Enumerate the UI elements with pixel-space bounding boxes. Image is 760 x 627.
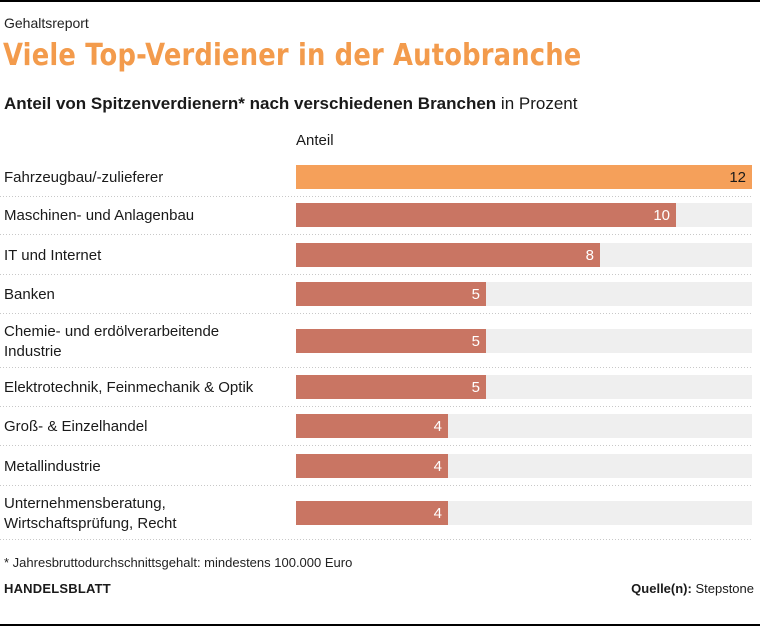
category-label: Wirtschaftsprüfung, Recht: [4, 515, 177, 532]
footnote: * Jahresbruttodurchschnittsgehalt: minde…: [4, 555, 353, 570]
bar-value-label: 8: [586, 247, 594, 264]
bar-chart: 12 Fahrzeugbau/-zulieferer 10 Maschinen- un…: [0, 165, 752, 540]
bar: [296, 282, 486, 306]
subtitle-unit: in Prozent: [496, 94, 578, 113]
column-header: Anteil: [296, 132, 334, 149]
category-label: Groß- & Einzelhandel: [4, 418, 147, 435]
subtitle-strong: Anteil von Spitzenverdienern* nach versc…: [4, 94, 497, 113]
bar-value-label: 4: [434, 505, 442, 522]
chart-title: Viele Top-Verdiener in der Autobranche: [3, 38, 582, 73]
bar-value-label: 5: [472, 379, 480, 396]
category-label: Industrie: [4, 343, 62, 360]
bar: [296, 501, 448, 525]
category-label: IT und Internet: [4, 247, 102, 264]
bottom-rule: [0, 624, 760, 626]
bar: [296, 203, 676, 227]
bar-value-label: 4: [434, 418, 442, 435]
brand-label: HANDELSBLATT: [4, 581, 111, 596]
bar-value-label: 12: [729, 169, 746, 186]
bar: [296, 243, 600, 267]
category-label: Fahrzeugbau/-zulieferer: [4, 169, 163, 186]
bar: [296, 165, 752, 189]
chart-subtitle: Anteil von Spitzenverdienern* nach versc…: [4, 94, 577, 114]
bar: [296, 329, 486, 353]
source: Quelle(n): Stepstone: [631, 581, 754, 596]
category-label: Maschinen- und Anlagenbau: [4, 207, 194, 224]
category-label: Metallindustrie: [4, 458, 101, 475]
bar-value-label: 5: [472, 333, 480, 350]
bar: [296, 414, 448, 438]
kicker: Gehaltsreport: [4, 15, 89, 31]
source-label: Quelle(n):: [631, 581, 692, 596]
bar: [296, 375, 486, 399]
top-rule: [0, 0, 760, 2]
bar-value-label: 5: [472, 286, 480, 303]
category-label: Elektrotechnik, Feinmechanik & Optik: [4, 379, 254, 396]
bar-value-label: 10: [653, 207, 670, 224]
bar: [296, 454, 448, 478]
category-label: Chemie- und erdölverarbeitende: [4, 323, 219, 340]
category-label: Banken: [4, 286, 55, 303]
bar-value-label: 4: [434, 458, 442, 475]
category-label: Unternehmensberatung,: [4, 495, 166, 512]
source-value: Stepstone: [691, 581, 754, 596]
